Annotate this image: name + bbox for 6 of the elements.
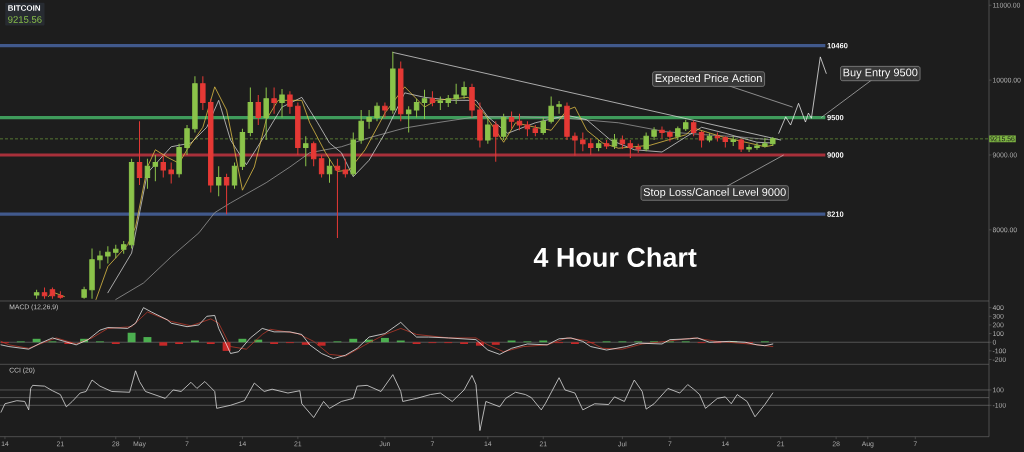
text: BITCOIN <box>8 5 41 11</box>
annotation: Buy Entry 9500 <box>843 68 918 79</box>
text: 9215.56 <box>8 16 42 23</box>
annotation: 4 Hour Chart <box>533 247 697 267</box>
annotation: Expected Price Action <box>655 73 762 85</box>
annotation: Stop Loss/Cancel Level 9000 <box>643 187 786 199</box>
